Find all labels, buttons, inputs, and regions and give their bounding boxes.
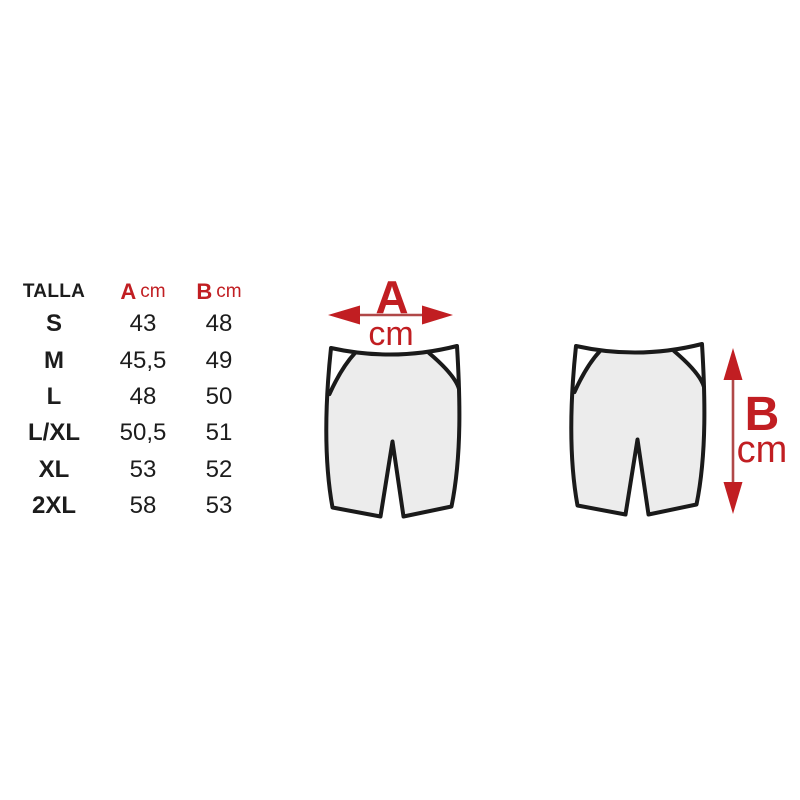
measurement-a-unit: cm [368,315,414,353]
shorts-height-diagram [569,342,707,517]
size-label: 2XL [31,492,76,520]
b-value: 52 [205,455,233,483]
size-label: L/XL [28,419,80,447]
width-arrow-icon [328,305,453,325]
size-label: S [45,310,62,338]
table-header-b-unit: cm [216,281,242,302]
a-value: 48 [129,382,157,410]
table-header-a-unit: cm [140,281,166,302]
size-label: M [44,346,64,374]
b-value: 49 [205,346,233,374]
height-arrow-icon [723,348,743,514]
table-header-a: A cm [98,278,188,306]
table-header-b: B cm [188,278,250,306]
b-value: 53 [205,492,233,520]
b-value: 50 [205,382,233,410]
measurement-a-label: A [375,271,409,323]
b-value: 51 [205,419,233,447]
b-value: 48 [205,310,233,338]
size-label: L [46,382,62,410]
size-table: TALLA A cm B cm S 43 48 M 45,5 49 L 48 5… [10,278,250,524]
a-value: 43 [129,310,157,338]
table-header-size: TALLA [22,281,86,302]
measurement-b-unit: cm [736,429,788,471]
a-value: 50,5 [119,419,167,447]
a-value: 45,5 [119,346,167,374]
measurement-b-label: B [744,388,780,441]
shorts-width-diagram [324,344,462,519]
table-header-a-letter: A [120,279,137,304]
a-value: 53 [129,455,157,483]
size-label: XL [38,455,70,483]
table-header-b-letter: B [196,279,213,304]
a-value: 58 [129,492,157,520]
